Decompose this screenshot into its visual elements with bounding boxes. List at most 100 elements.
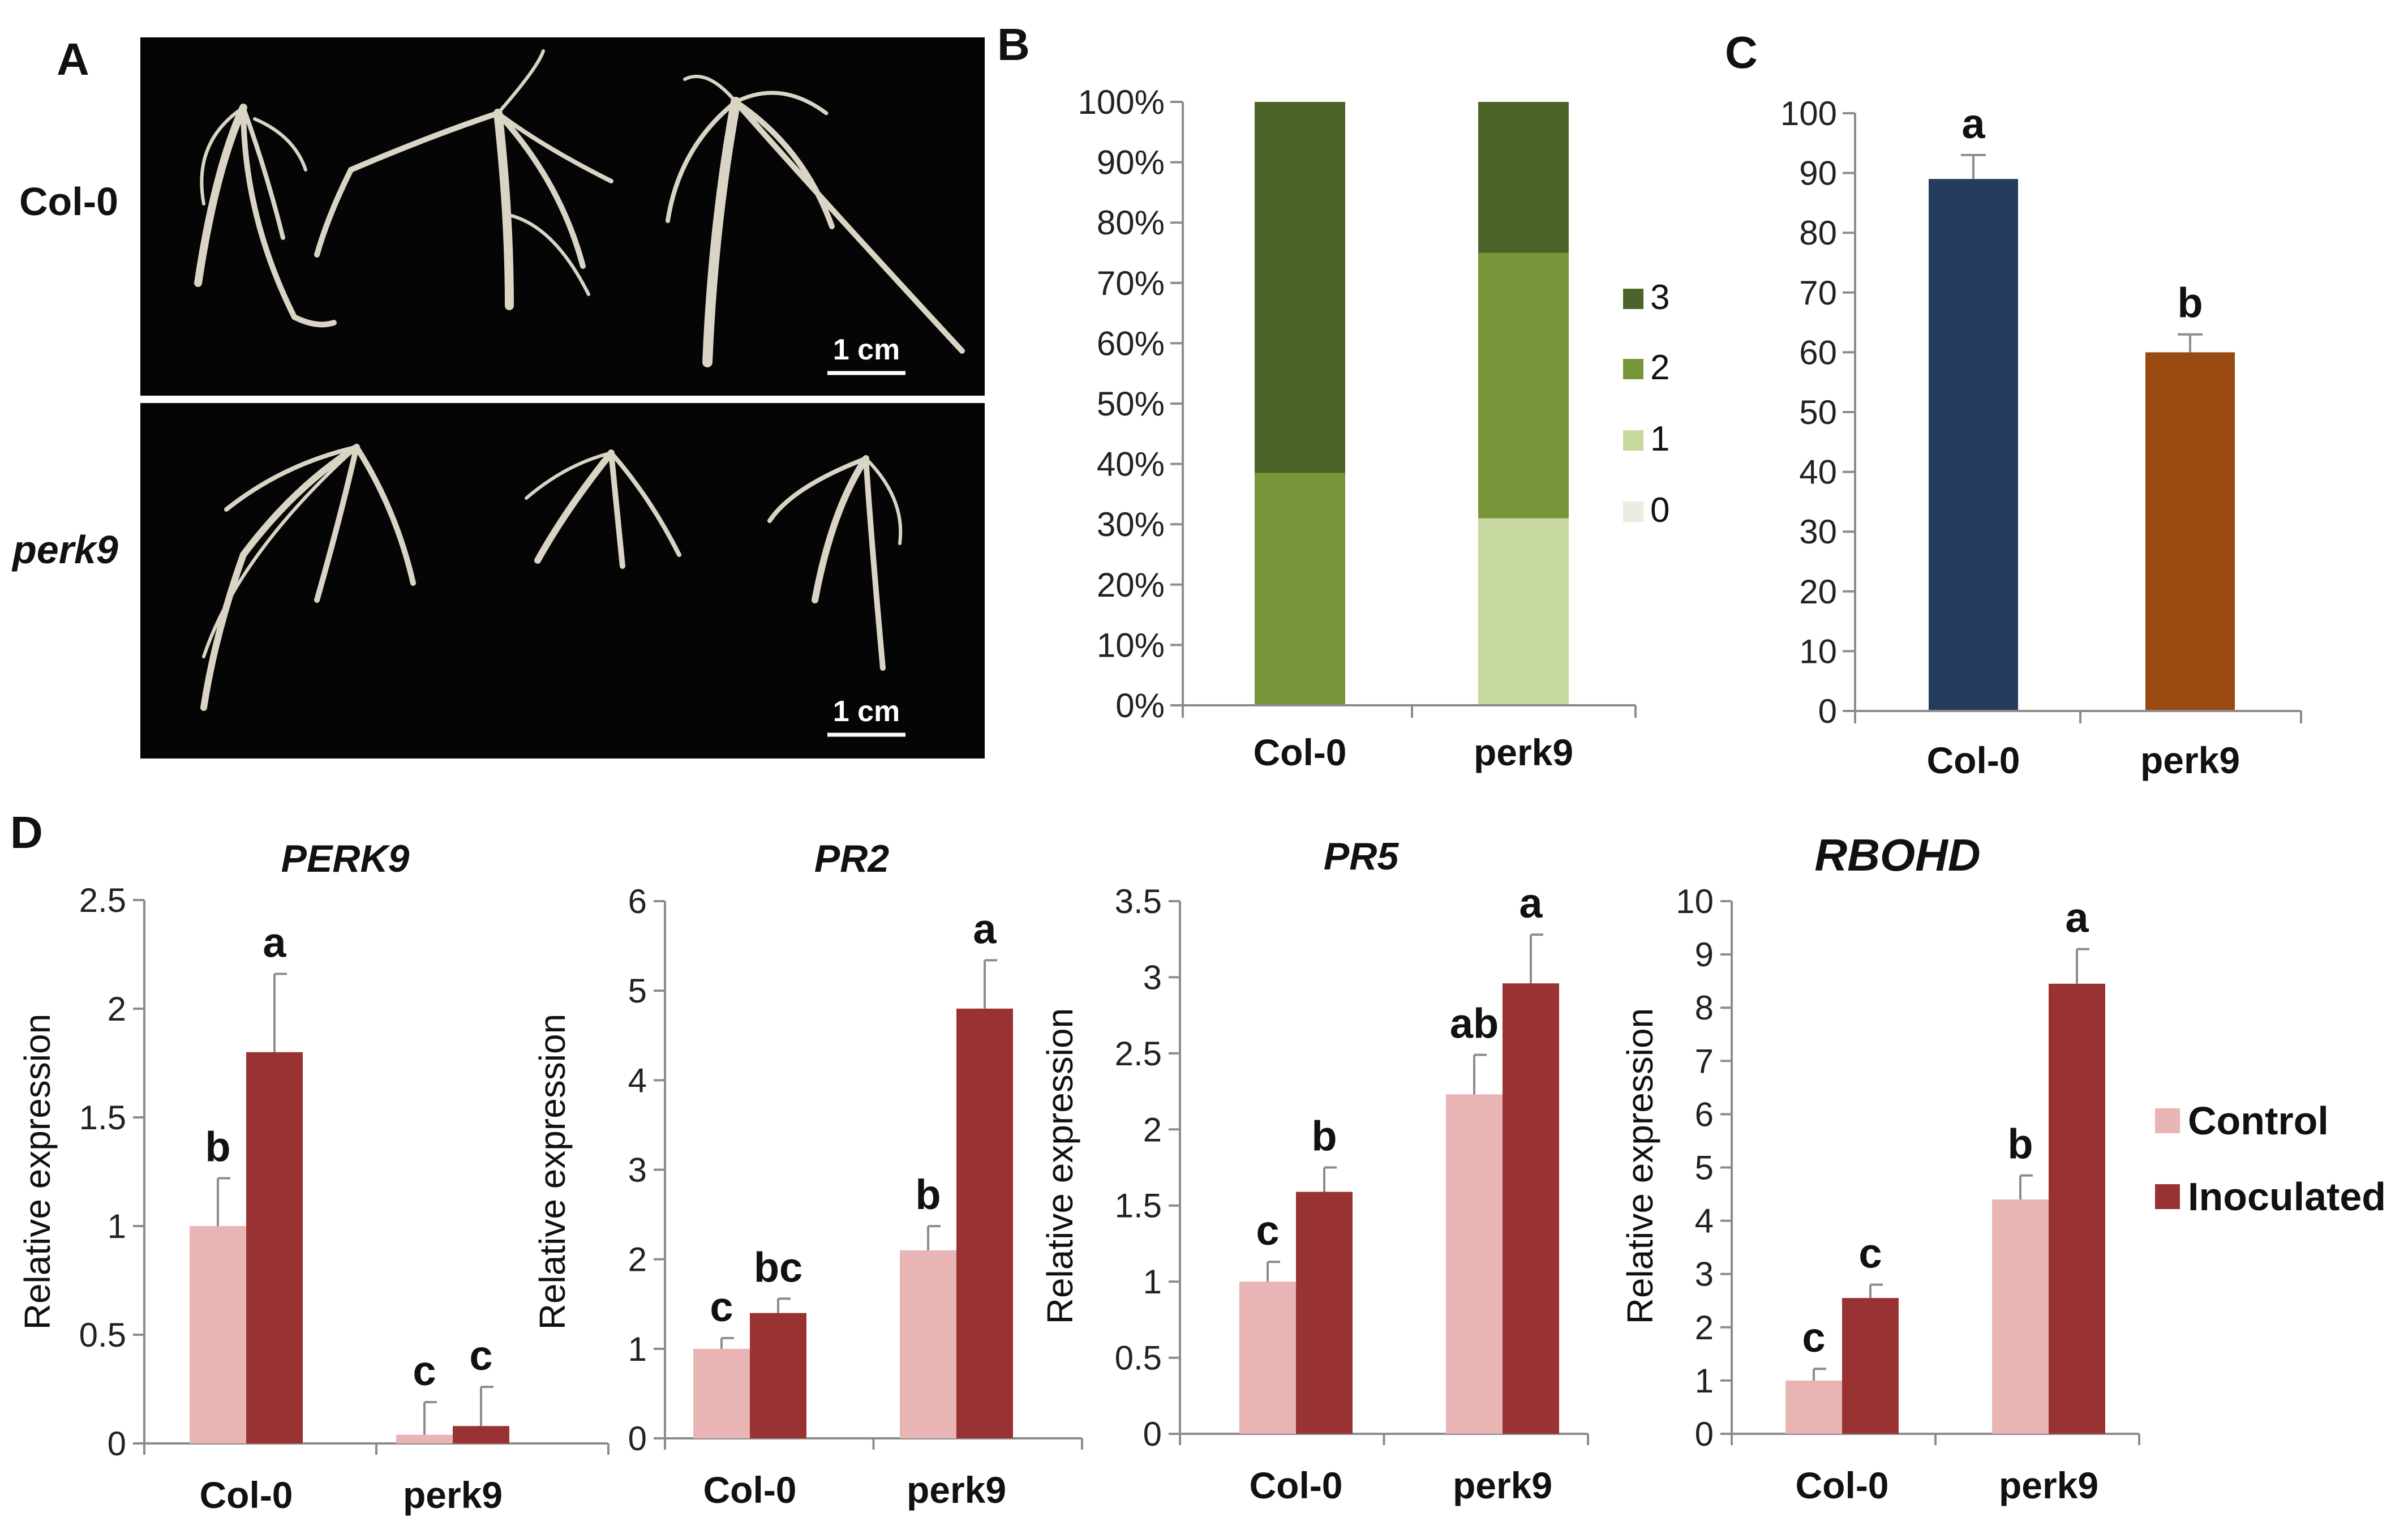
d-significance-letter: a: [2065, 894, 2089, 941]
b-y-tick-label: 30%: [1097, 505, 1165, 543]
b-legend-label-3: 3: [1650, 278, 1669, 317]
c-y-tick-label: 0: [1818, 692, 1837, 730]
panel-label-b: B: [997, 19, 1030, 70]
b-legend-label-0: 0: [1650, 491, 1669, 530]
d-significance-letter: b: [915, 1171, 941, 1218]
d-y-tick-label: 1.5: [79, 1099, 126, 1137]
c-y-tick-label: 70: [1799, 274, 1837, 312]
d-y-tick-label: 2: [108, 990, 126, 1028]
c-y-tick-label: 90: [1799, 155, 1837, 192]
d-y-axis-label: Relative expression: [532, 1014, 573, 1330]
b-y-tick-label: 0%: [1115, 687, 1165, 725]
d-y-tick-label: 1: [1143, 1263, 1162, 1301]
c-y-tick-label: 60: [1799, 333, 1837, 371]
d-y-tick-label: 5: [628, 972, 647, 1010]
photo-perk9: [140, 403, 985, 759]
d-y-tick-label: 1: [1695, 1362, 1714, 1400]
b-y-tick-label: 70%: [1097, 264, 1165, 302]
d-y-tick-label: 2: [628, 1241, 647, 1279]
d-y-axis-label: Relative expression: [1620, 1008, 1660, 1325]
c-significance-letter: a: [1961, 100, 1985, 147]
photo-row-perk9-label: perk9: [11, 528, 118, 572]
d-bar-inoculated: [750, 1313, 806, 1438]
d-bar-inoculated: [956, 1008, 1013, 1438]
b-y-tick-label: 50%: [1097, 385, 1165, 423]
d-chart-title: PERK9: [281, 837, 410, 880]
d-y-tick-label: 1: [628, 1330, 647, 1368]
c-y-tick-label: 20: [1799, 573, 1837, 611]
d-y-tick-label: 0: [1143, 1415, 1162, 1453]
d-significance-letter: c: [413, 1347, 436, 1394]
d-y-tick-label: 2: [1695, 1309, 1714, 1347]
d-bar-inoculated: [1296, 1192, 1353, 1434]
d-y-tick-label: 0: [628, 1420, 647, 1458]
c-y-tick-label: 40: [1799, 453, 1837, 491]
d-bar-control: [1992, 1199, 2049, 1434]
panel-label-d: D: [10, 807, 43, 858]
b-legend-swatch-3: [1623, 289, 1643, 309]
expression-chart-PERK9: PERK9 Relative expression 0 0.5 1 1.5 2 2.5 b a Co…: [17, 837, 609, 1516]
scale-label-perk9: 1 cm: [833, 695, 900, 728]
d-x-category-label: Col-0: [703, 1469, 797, 1511]
b-y-tick-label: 100%: [1078, 83, 1165, 121]
d-y-tick-label: 1.5: [1115, 1187, 1162, 1225]
d-y-tick-label: 0: [108, 1425, 126, 1463]
b-legend-swatch-2: [1623, 359, 1643, 379]
expression-chart-PR5: PR5 Relative expression 0 0.5 1 1.5 2 2.5 3 3.5 cb…: [1040, 835, 1589, 1506]
d-chart-title: PR2: [814, 837, 889, 880]
c-significance-letter: b: [2177, 280, 2203, 327]
b-bar-segment-score-1: [1478, 518, 1569, 705]
d-bar-inoculated: [246, 1052, 303, 1443]
d-significance-letter: a: [263, 919, 286, 966]
roots-perk9: [200, 444, 903, 711]
d-y-tick-label: 4: [1695, 1202, 1714, 1240]
b-legend-swatch-0: [1623, 502, 1643, 522]
legend-inoculated-swatch: [2155, 1184, 2180, 1209]
d-x-category-label: perk9: [1999, 1464, 2098, 1506]
photo-col0: [140, 37, 985, 396]
b-y-tick-label: 80%: [1097, 204, 1165, 242]
d-y-axis-label: Relative expression: [1040, 1008, 1080, 1325]
d-bar-control: [1446, 1094, 1503, 1434]
d-x-category-label: Col-0: [1250, 1464, 1343, 1506]
d-y-tick-label: 0.5: [1115, 1339, 1162, 1377]
d-y-tick-label: 3.5: [1115, 882, 1162, 920]
d-x-category-label: perk9: [403, 1474, 503, 1516]
d-y-tick-label: 0.5: [79, 1316, 126, 1354]
d-y-axis-label: Relative expression: [17, 1014, 58, 1330]
c-bar-perk9: [2145, 352, 2235, 711]
c-y-tick-label: 80: [1799, 214, 1837, 252]
d-y-tick-label: 7: [1695, 1042, 1714, 1080]
d-y-tick-label: 3: [628, 1151, 647, 1189]
d-y-tick-label: 2: [1143, 1111, 1162, 1149]
d-chart-title: PR5: [1324, 835, 1399, 878]
b-x-category-label: perk9: [1474, 731, 1573, 773]
expression-charts-d: PERK9 Relative expression 0 0.5 1 1.5 2 2.5 b a Co…: [17, 830, 2140, 1516]
expression-chart-PR2: PR2 Relative expression 0 1 2 3 4 5 6 cbc Col-0 b a p…: [532, 837, 1083, 1511]
b-legend-label-2: 2: [1650, 348, 1669, 387]
b-y-tick-label: 90%: [1097, 144, 1165, 182]
c-bar-Col-0: [1929, 179, 2018, 711]
bar-chart-c: a b 0 10 20 30 40 50 60 70 80 90 100 Col-0 perk9: [1780, 95, 2302, 781]
b-legend-swatch-1: [1623, 430, 1643, 451]
panel-label-c: C: [1725, 27, 1758, 78]
d-y-tick-label: 6: [628, 882, 647, 920]
photo-row-col0-label: Col-0: [19, 179, 118, 224]
c-y-tick-label: 50: [1799, 393, 1837, 431]
b-x-category-label: Col-0: [1254, 731, 1347, 773]
d-significance-letter: c: [710, 1283, 733, 1330]
d-x-category-label: perk9: [907, 1469, 1006, 1511]
d-bar-inoculated: [2049, 983, 2105, 1434]
b-y-tick-label: 20%: [1097, 566, 1165, 604]
d-significance-letter: b: [1311, 1113, 1337, 1160]
c-y-tick-label: 10: [1799, 632, 1837, 670]
d-x-category-label: Col-0: [200, 1474, 293, 1516]
photo-panel-a: Col-0 perk9 1 cm: [11, 37, 985, 759]
d-significance-letter: a: [973, 905, 997, 952]
d-y-tick-label: 8: [1695, 989, 1714, 1027]
c-x-category-label: perk9: [2140, 739, 2240, 781]
d-y-tick-label: 4: [628, 1061, 647, 1099]
d-y-tick-label: 6: [1695, 1095, 1714, 1133]
b-bar-segment-score-3: [1255, 102, 1345, 473]
